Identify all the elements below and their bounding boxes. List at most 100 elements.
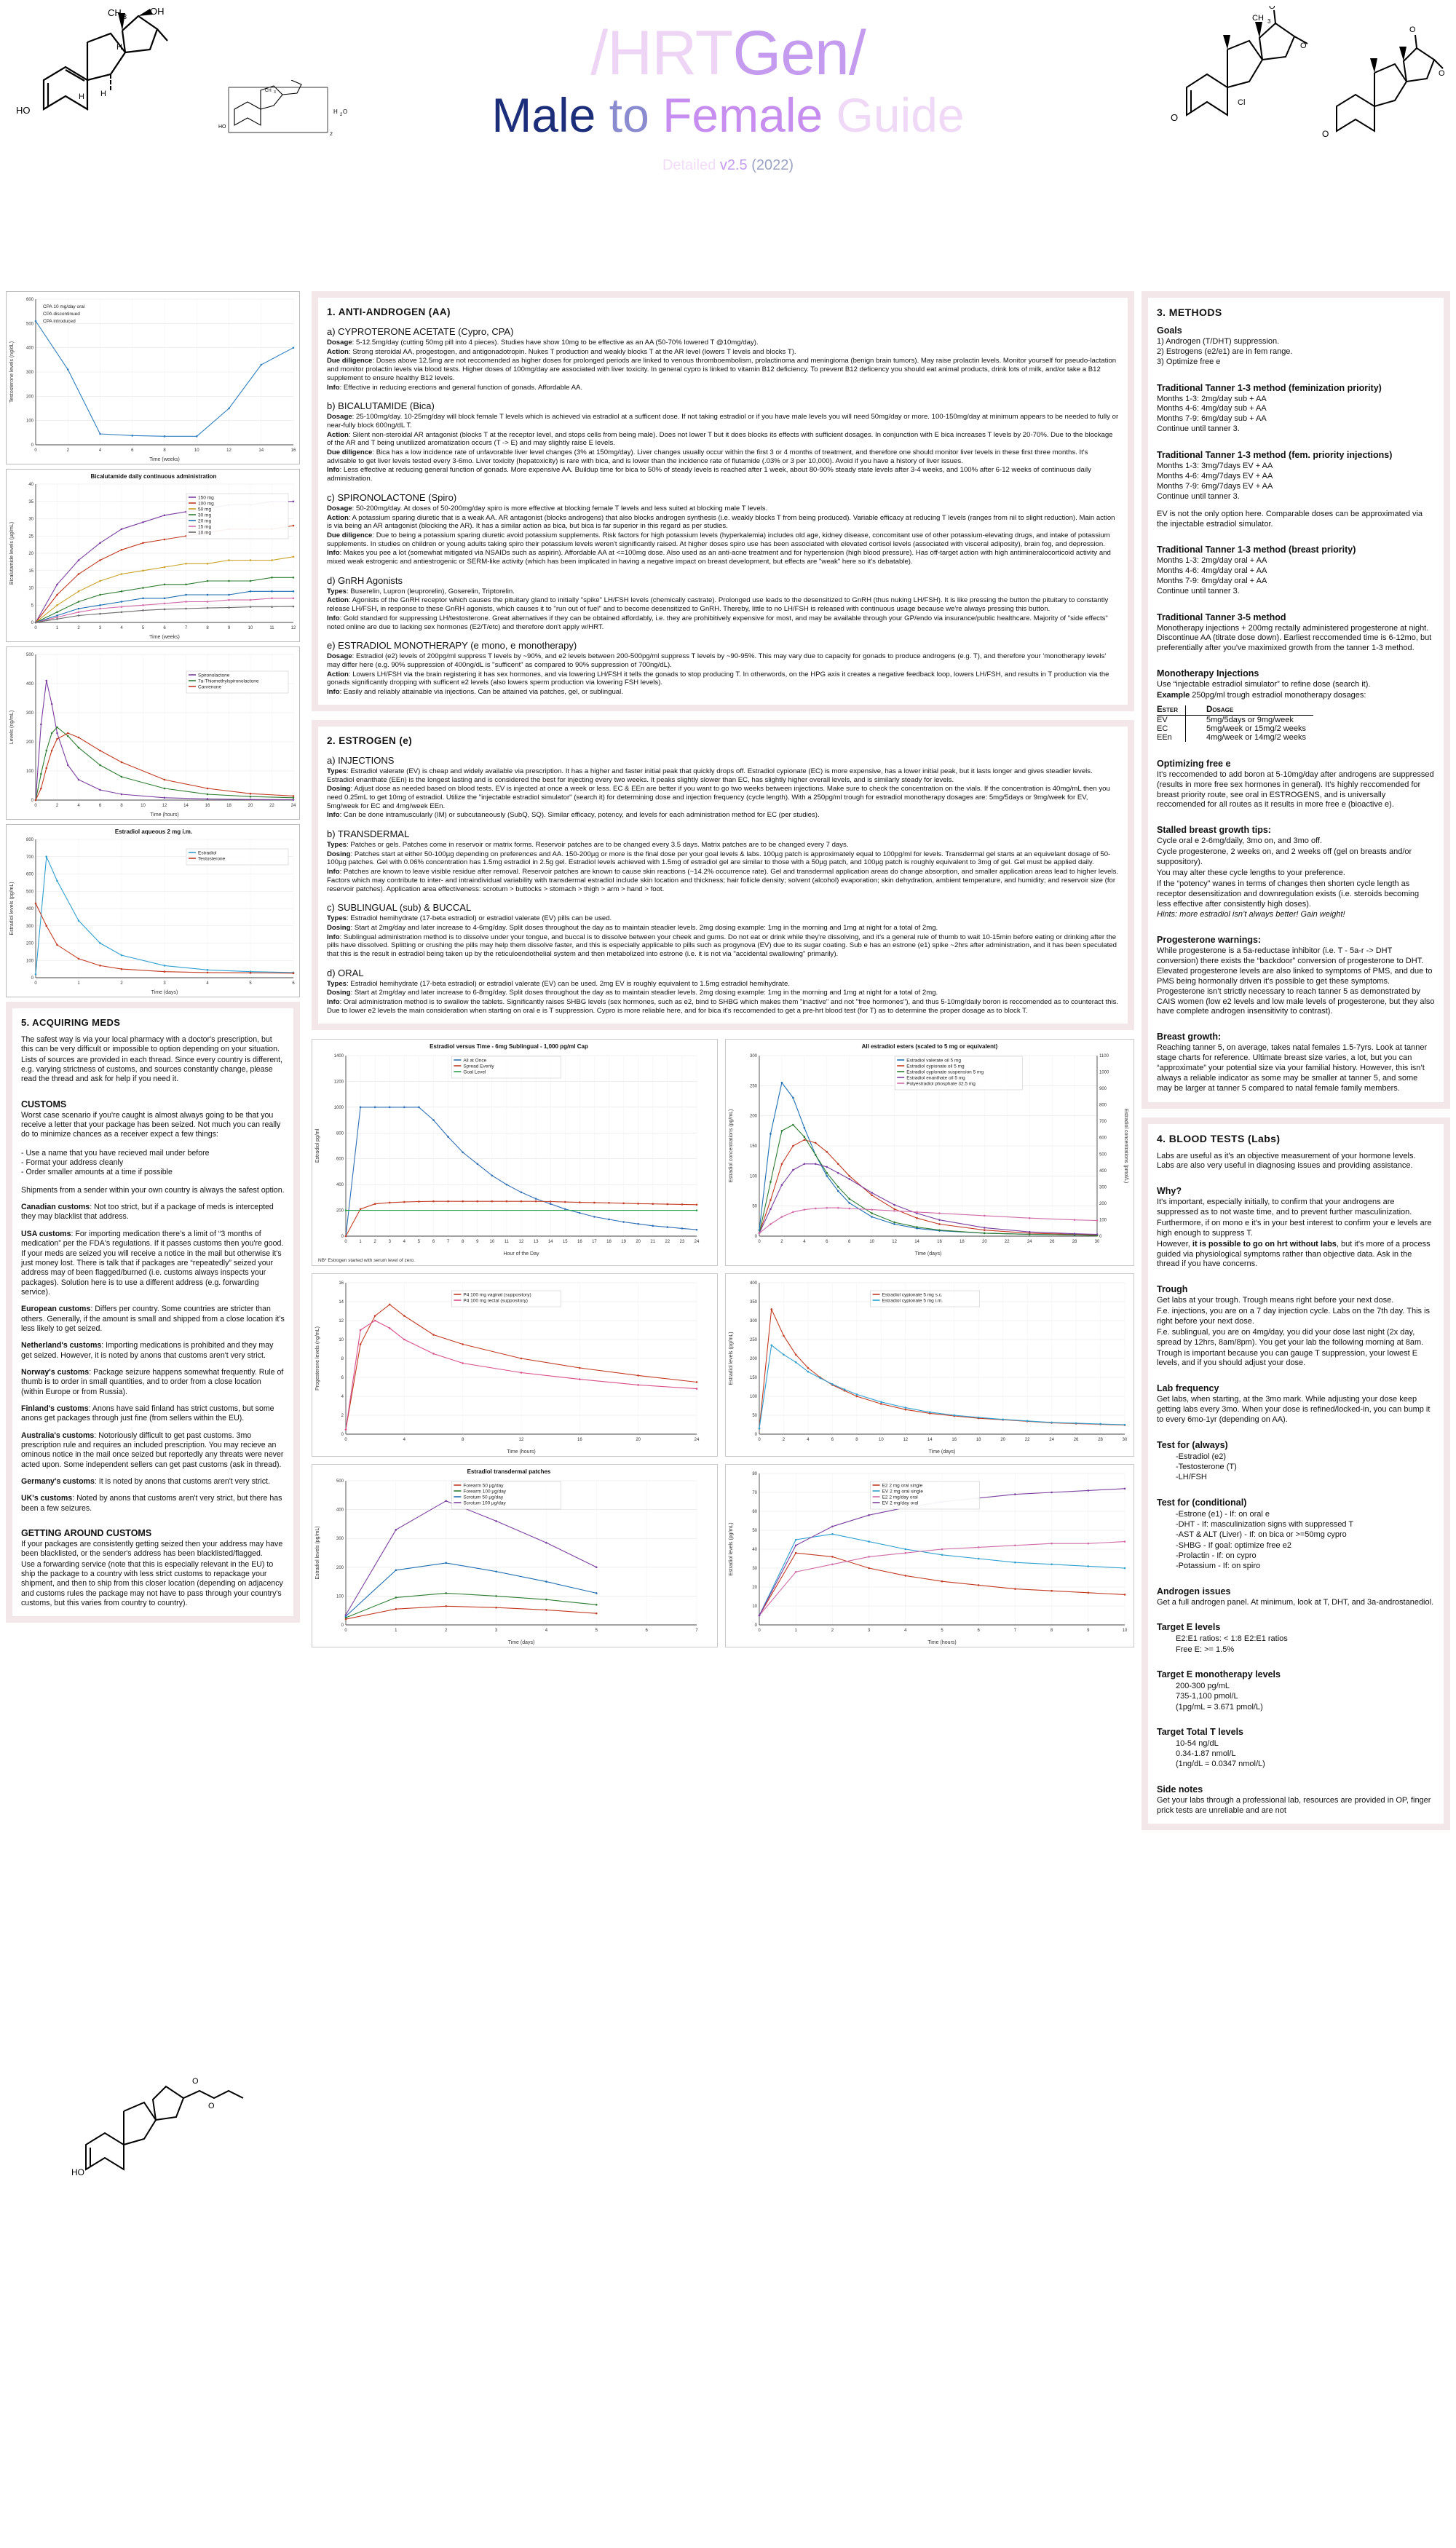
drug-detail-line: Types: Estradiol hemihydrate (17-beta es…: [327, 914, 1119, 923]
optimizing-free-e-text: It's reccomended to add boron at 5-10mg/…: [1157, 769, 1434, 810]
svg-text:6: 6: [432, 1240, 435, 1244]
detail-label: Info: [327, 933, 340, 941]
detail-label: Info: [327, 383, 340, 392]
svg-text:Time (days): Time (days): [929, 1449, 956, 1455]
breast-priority-list: Months 1-3: 2mg/day oral + AA Months 4-6:…: [1157, 556, 1435, 596]
svg-text:0: 0: [344, 1438, 347, 1442]
svg-text:24: 24: [291, 804, 296, 808]
svg-text:0: 0: [755, 1235, 758, 1239]
detail-label: Dosing: [327, 989, 351, 997]
chart-bottom-6: 0 10 20 30 40 50 60 70 80 0 1 2 3 4 5 6 7 8 9 10 Time (hours…: [725, 1463, 1134, 1647]
drug-detail-line: Dosage: 5-12.5mg/day (cutting 50mg pill …: [327, 339, 1119, 347]
drug-detail-line: Info: Sublingual administration method i…: [327, 933, 1119, 959]
chart-plot: 0 100 200 300 400 500 600 700 800 0 1 2 3 4 5 6 Time (da…: [9, 828, 295, 995]
svg-text:12: 12: [903, 1438, 908, 1442]
svg-text:200: 200: [750, 1357, 758, 1361]
svg-text:Time (hours): Time (hours): [927, 1640, 956, 1645]
svg-text:Estradiol valerate oil 5 mg: Estradiol valerate oil 5 mg: [906, 1058, 961, 1063]
chart-1: 0 100 200 300 400 500 600 0 2 4 6 8 10 12 14 16 Time (we…: [6, 291, 300, 464]
customs-intro: Worst case scenario if you're caught is …: [21, 1110, 281, 1139]
target-item: 0.34-1.87 nmol/L: [1176, 1749, 1236, 1759]
customs-country-entry: Finland's customs: Anons have said finla…: [21, 1404, 285, 1424]
svg-text:0: 0: [31, 976, 34, 981]
svg-text:Estradiol cypionate 5 mg i.m.: Estradiol cypionate 5 mg i.m.: [882, 1298, 943, 1303]
svg-text:800: 800: [26, 838, 34, 842]
getting-around-paragraph: Use a forwarding service (note that this…: [21, 1559, 283, 1608]
svg-text:13: 13: [534, 1240, 539, 1244]
method-blocks: Traditional Tanner 1-3 method (feminizat…: [1157, 383, 1435, 510]
svg-text:0: 0: [341, 1623, 344, 1628]
svg-text:Time (hours): Time (hours): [150, 812, 178, 818]
svg-text:O: O: [343, 108, 347, 115]
svg-text:1100: 1100: [1099, 1054, 1109, 1059]
svg-text:150: 150: [750, 1376, 758, 1380]
chart-series: [345, 1605, 597, 1620]
detail-label: Types: [327, 979, 347, 988]
svg-text:23: 23: [680, 1240, 685, 1244]
section-1-drug-list: a) CYPROTERONE ACETATE (Cypro, CPA) Dosag…: [327, 326, 1119, 697]
customs-country-entry: Canadian customs: Not too strict, but if…: [21, 1203, 285, 1222]
chart-bottom-1: 0 200 400 600 800 1000 1200 1400 0 1 2 3 4 5 6 7 8 9 10 11 1…: [312, 1038, 718, 1266]
schedule-line: Months 7-9: 6mg/day oral + AA: [1157, 576, 1267, 585]
country-text: : Noted by anons that customs aren't ver…: [21, 1494, 282, 1513]
shipments-note: Shipments from a sender within your own …: [21, 1185, 285, 1195]
detail-text: : Patches are known to leave visible res…: [327, 868, 1119, 893]
chart-series: [35, 903, 294, 974]
svg-text:10: 10: [752, 1605, 757, 1609]
chart-series: [759, 1139, 1098, 1235]
svg-text:Estradiol pg/ml: Estradiol pg/ml: [315, 1128, 320, 1163]
drug-name: b) BICALUTAMIDE (Bica): [327, 400, 435, 412]
svg-text:100: 100: [750, 1174, 758, 1179]
customs-bullet: - Format your address cleanly: [21, 1158, 124, 1168]
svg-text:18: 18: [960, 1240, 965, 1244]
section-1-heading: 1. ANTI-ANDROGEN (AA): [327, 306, 451, 317]
svg-text:0: 0: [34, 626, 37, 630]
svg-text:16: 16: [577, 1240, 582, 1244]
detail-text: : 50-200mg/day. At doses of 50-200mg/day…: [352, 504, 768, 513]
svg-text:16: 16: [291, 448, 296, 453]
svg-text:200: 200: [1099, 1201, 1107, 1206]
country-text: : Anons have said finland has strict cus…: [21, 1404, 274, 1423]
svg-text:400: 400: [750, 1281, 758, 1286]
goal-item: 1) Androgen (T/DHT) suppression.: [1157, 337, 1280, 346]
svg-text:Forearm 50 µg/day: Forearm 50 µg/day: [463, 1483, 504, 1488]
country-name: European customs: [21, 1305, 91, 1314]
svg-text:40: 40: [752, 1548, 757, 1552]
svg-text:2: 2: [120, 981, 123, 986]
drug-detail-line: Dosage: Estradiol (e2) levels of 200pg/m…: [327, 652, 1119, 669]
svg-text:7a-Thiomethylspironolactone: 7a-Thiomethylspironolactone: [198, 679, 259, 684]
svg-text:600: 600: [336, 1157, 344, 1161]
svg-text:Forearm 100 µg/day: Forearm 100 µg/day: [463, 1489, 506, 1494]
method-schedule-list: Months 1-3: 3mg/7days EV + AA Months 4-6:…: [1157, 462, 1435, 502]
chart-series: [345, 1500, 597, 1615]
estradiol-molecule-top-left: CH 3 OH HO H H H: [15, 7, 233, 138]
progesterone-molecule: O O O: [1318, 15, 1449, 160]
svg-text:5: 5: [31, 604, 34, 608]
version-year: (2022): [751, 157, 794, 173]
schedule-line: Months 4-6: 4mg/7days EV + AA: [1157, 471, 1273, 480]
svg-text:4: 4: [341, 1395, 344, 1399]
drug-name: d) GnRH Agonists: [327, 574, 403, 586]
svg-text:150: 150: [750, 1144, 758, 1149]
country-name: Germany's customs: [21, 1477, 95, 1487]
svg-text:24: 24: [695, 1438, 700, 1442]
svg-text:9: 9: [228, 626, 231, 630]
svg-text:150 mg: 150 mg: [198, 496, 214, 501]
svg-text:14: 14: [183, 804, 189, 808]
target-e-list: E2:E1 ratios: < 1:8 E2:E1 ratios Free E: …: [1157, 1634, 1435, 1655]
svg-text:6: 6: [978, 1629, 981, 1633]
svg-text:200: 200: [336, 1208, 344, 1213]
left-chart-stack: 0 100 200 300 400 500 600 0 2 4 6 8 10 12 14 16 Time (we…: [6, 291, 300, 997]
svg-text:Estradiol concentrations (pg/m: Estradiol concentrations (pg/mL): [729, 1109, 734, 1182]
ester-dosage-table: Ester Dosage EV 5mg/5days or 9mg/week EC 5m…: [1157, 705, 1313, 742]
target-item: Free E: >= 1.5%: [1176, 1645, 1235, 1654]
chart-2: 0 5 10 15 20 25 30 35 40 0 1 2 3 4 5 6 7 8 9 10 11 12 Time (we…: [6, 469, 300, 642]
svg-text:100: 100: [26, 419, 34, 424]
svg-text:Time (days): Time (days): [508, 1640, 535, 1645]
drug-detail-line: Action: Silent non-steroidal AR antagoni…: [327, 431, 1119, 448]
svg-text:Time (hours): Time (hours): [507, 1449, 535, 1455]
svg-text:6: 6: [341, 1376, 344, 1380]
chart-row: 0 2 4 6 8 10 12 14 16 0 4 8 12 16 20 24 Time (hours) Prog…: [312, 1273, 1134, 1457]
detail-label: Action: [327, 513, 349, 522]
svg-text:18: 18: [976, 1438, 981, 1442]
